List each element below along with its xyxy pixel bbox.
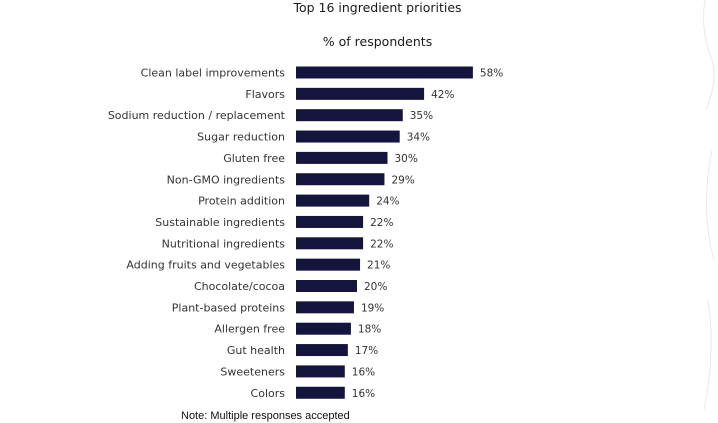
bar — [296, 365, 345, 378]
bar — [296, 258, 361, 271]
bar — [296, 386, 345, 399]
category-label: Flavors — [245, 88, 285, 101]
value-label: 58% — [480, 68, 503, 80]
category-label: Sugar reduction — [197, 131, 285, 144]
bar — [296, 173, 385, 186]
bar-row: Chocolate/cocoa 20% — [194, 280, 387, 293]
value-label: 20% — [364, 281, 387, 293]
value-label: 30% — [395, 153, 418, 165]
chart-title: Top 16 ingredient priorities — [293, 0, 462, 15]
bar-row: Clean label improvements 58% — [141, 66, 503, 80]
bars-layer: Clean label improvements 58% Flavors 42% Sod… — [108, 66, 503, 400]
bar — [296, 87, 425, 100]
bar — [296, 130, 400, 143]
category-label: Adding fruits and vegetables — [126, 259, 285, 272]
value-label: 19% — [361, 302, 384, 314]
bar — [296, 215, 364, 228]
value-label: 18% — [358, 324, 381, 336]
bar-row: Non-GMO ingredients 29% — [167, 173, 415, 186]
category-label: Nutritional ingredients — [162, 237, 286, 250]
category-label: Non-GMO ingredients — [167, 173, 286, 186]
value-label: 22% — [370, 238, 393, 250]
chart-note: Note: Multiple responses accepted — [181, 410, 350, 422]
category-label: Sustainable ingredients — [155, 216, 285, 229]
bar-row: Protein addition 24% — [198, 194, 400, 208]
bar-row: Sodium reduction / replacement 35% — [108, 109, 433, 122]
bar — [296, 280, 357, 292]
value-label: 42% — [431, 89, 454, 101]
bar-row: Sugar reduction 34% — [197, 130, 430, 144]
bar — [296, 301, 354, 314]
bar-row: Gut health 17% — [227, 344, 378, 357]
category-label: Sodium reduction / replacement — [108, 109, 286, 122]
bar — [296, 66, 473, 79]
bar-row: Allergen free 18% — [214, 322, 381, 336]
category-label: Protein addition — [198, 195, 285, 208]
decorative-arcs — [703, 0, 715, 411]
category-label: Clean label improvements — [141, 67, 286, 80]
value-label: 22% — [370, 217, 393, 229]
category-label: Allergen free — [214, 323, 285, 336]
bar-row: Gluten free 30% — [223, 151, 418, 165]
bar-row: Sweeteners 16% — [220, 365, 375, 378]
value-label: 21% — [367, 260, 390, 272]
bar — [296, 194, 370, 207]
bar-row: Flavors 42% — [245, 87, 454, 101]
category-label: Plant-based proteins — [172, 301, 285, 314]
category-label: Gut health — [227, 344, 285, 357]
category-label: Colors — [251, 387, 286, 400]
value-label: 35% — [410, 110, 433, 122]
chart-subtitle: % of respondents — [322, 34, 433, 49]
category-label: Sweeteners — [220, 365, 285, 378]
bar-row: Plant-based proteins 19% — [172, 301, 384, 314]
bar — [296, 322, 351, 335]
bar — [296, 237, 364, 250]
bar — [296, 109, 403, 122]
value-label: 17% — [355, 345, 378, 357]
category-label: Chocolate/cocoa — [194, 280, 285, 293]
bar-row: Nutritional ingredients 22% — [162, 237, 393, 250]
bar — [296, 344, 348, 357]
bar-row: Sustainable ingredients 22% — [155, 215, 393, 229]
value-label: 16% — [352, 366, 375, 378]
value-label: 34% — [407, 132, 430, 144]
bar-row: Adding fruits and vegetables 21% — [126, 258, 390, 272]
category-label: Gluten free — [223, 152, 285, 165]
bar-row: Colors 16% — [251, 386, 375, 400]
bar — [296, 151, 388, 164]
value-label: 24% — [376, 196, 399, 208]
value-label: 29% — [391, 174, 414, 186]
value-label: 16% — [352, 388, 375, 400]
